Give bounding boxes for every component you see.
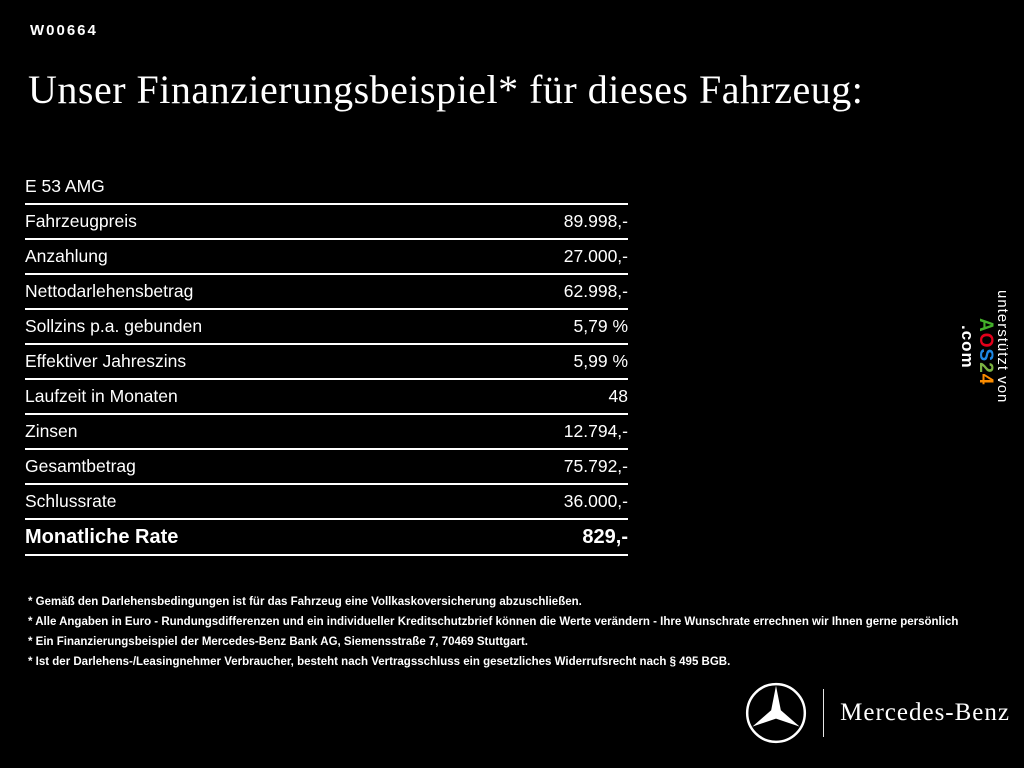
row-label: Gesamtbetrag (25, 456, 136, 476)
row-label: Sollzins p.a. gebunden (25, 316, 203, 336)
supported-by-label: unterstützt von (994, 290, 1011, 404)
aos24-letter: 4 (975, 373, 996, 386)
footnote: * Ist der Darlehens-/Leasingnehmer Verbr… (28, 656, 731, 668)
row-value: 75.792,- (563, 456, 628, 476)
footnote: * Alle Angaben in Euro - Rundungsdiffere… (28, 616, 959, 628)
table-row: Sollzins p.a. gebunden 5,79 % (25, 310, 628, 345)
footnote: * Ein Finanzierungsbeispiel der Mercedes… (28, 636, 528, 648)
table-model-row: E 53 AMG (25, 170, 628, 205)
aos24-logo: AOS24 (975, 318, 996, 386)
row-label: Schlussrate (25, 491, 117, 511)
page-title: Unser Finanzierungsbeispiel* für dieses … (28, 67, 864, 112)
row-value: 5,79 % (573, 316, 628, 336)
row-label: Fahrzeugpreis (25, 211, 137, 231)
monthly-rate-row: Monatliche Rate 829,- (25, 520, 628, 556)
row-label: Monatliche Rate (25, 525, 179, 548)
supported-by-vertical: unterstützt von AOS24 .com (958, 290, 1011, 404)
row-value: 89.998,- (563, 211, 628, 231)
table-row: Nettodarlehensbetrag 62.998,- (25, 275, 628, 310)
aos24-domain-suffix: .com (958, 324, 977, 369)
lockup-divider (823, 689, 825, 737)
row-label: Anzahlung (25, 246, 108, 266)
aos24-letter: 2 (975, 362, 996, 374)
row-value: 62.998,- (563, 281, 628, 301)
mercedes-benz-wordmark: Mercedes-Benz (840, 699, 1010, 726)
table-row: Zinsen 12.794,- (25, 415, 628, 450)
row-value: 48 (608, 386, 628, 406)
aos24-letter: A (975, 318, 996, 333)
footnotes: * Gemäß den Darlehensbedingungen ist für… (28, 596, 988, 676)
row-label: Laufzeit in Monaten (25, 386, 178, 406)
footnote: * Gemäß den Darlehensbedingungen ist für… (28, 596, 582, 608)
model-name: E 53 AMG (25, 176, 105, 196)
row-label: Nettodarlehensbetrag (25, 281, 194, 301)
row-value: 5,99 % (573, 351, 628, 371)
finance-table: E 53 AMG Fahrzeugpreis 89.998,- Anzahlun… (25, 170, 628, 556)
aos24-letter: O (975, 332, 996, 349)
row-label: Zinsen (25, 421, 78, 441)
row-value: 829,- (582, 525, 628, 548)
mercedes-star-icon (746, 682, 807, 744)
row-value: 36.000,- (563, 491, 628, 511)
table-row: Effektiver Jahreszins 5,99 % (25, 345, 628, 380)
aos24-letter: S (975, 348, 996, 363)
row-value: 27.000,- (563, 246, 628, 266)
table-row: Schlussrate 36.000,- (25, 485, 628, 520)
table-row: Gesamtbetrag 75.792,- (25, 450, 628, 485)
table-row: Fahrzeugpreis 89.998,- (25, 205, 628, 240)
table-row: Anzahlung 27.000,- (25, 240, 628, 275)
table-row: Laufzeit in Monaten 48 (25, 380, 628, 415)
vehicle-code: W00664 (30, 22, 98, 39)
row-value: 12.794,- (563, 421, 628, 441)
mercedes-benz-lockup: Mercedes-Benz (745, 682, 1010, 744)
row-label: Effektiver Jahreszins (25, 351, 187, 371)
